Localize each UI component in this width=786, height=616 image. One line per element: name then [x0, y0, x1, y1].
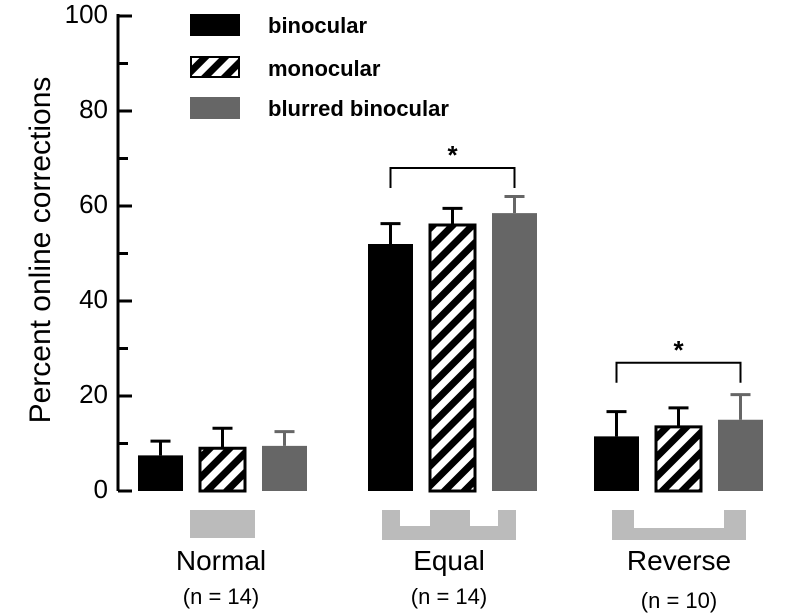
legend-swatch-monocular [190, 56, 240, 78]
y-tick-label-20: 20 [79, 379, 108, 409]
n-label-reverse: (n = 10) [641, 588, 717, 613]
significance-star-reverse: * [673, 335, 684, 365]
bar-normal-blurred-binocular [262, 445, 307, 491]
category-label-equal: Equal [413, 545, 485, 576]
reverse-condition-icon [612, 510, 746, 540]
legend-swatch-blurred-binocular [190, 97, 240, 119]
y-tick-label-100: 100 [65, 0, 108, 29]
significance-bracket-equal [389, 167, 516, 188]
legend-label-monocular: monocular [268, 56, 381, 81]
category-label-normal: Normal [176, 545, 266, 576]
y-tick-label-40: 40 [79, 284, 108, 314]
n-label-normal: (n = 14) [183, 584, 259, 609]
y-tick-label-0: 0 [94, 474, 108, 504]
bar-equal-binocular [368, 244, 413, 491]
significance-star-equal: * [447, 140, 458, 170]
bar-equal-monocular [428, 223, 477, 493]
legend: binocular monocular blurred binocular [190, 13, 449, 121]
normal-condition-icon [190, 510, 255, 538]
y-tick-label-80: 80 [79, 94, 108, 124]
y-ticks: 0 20 40 60 80 100 [65, 0, 132, 504]
y-tick-label-60: 60 [79, 189, 108, 219]
category-label-reverse: Reverse [627, 545, 731, 576]
bar-reverse-blurred-binocular [718, 419, 763, 491]
legend-label-binocular: binocular [268, 13, 367, 38]
y-axis-label: Percent online corrections [24, 77, 57, 424]
significance-bracket-reverse [615, 361, 742, 383]
legend-swatch-binocular [190, 14, 240, 36]
condition-icons [190, 510, 746, 540]
legend-label-blurred-binocular: blurred binocular [268, 96, 449, 121]
bars [138, 213, 763, 493]
bar-normal-binocular [138, 455, 183, 491]
n-label-equal: (n = 14) [411, 584, 487, 609]
bar-normal-monocular [198, 446, 247, 493]
significance-markers: ** [389, 140, 742, 383]
error-bars [150, 195, 751, 456]
bar-equal-blurred-binocular [492, 213, 537, 491]
bar-reverse-binocular [594, 436, 639, 491]
bar-reverse-monocular [654, 425, 703, 493]
equal-condition-icon [382, 510, 516, 540]
